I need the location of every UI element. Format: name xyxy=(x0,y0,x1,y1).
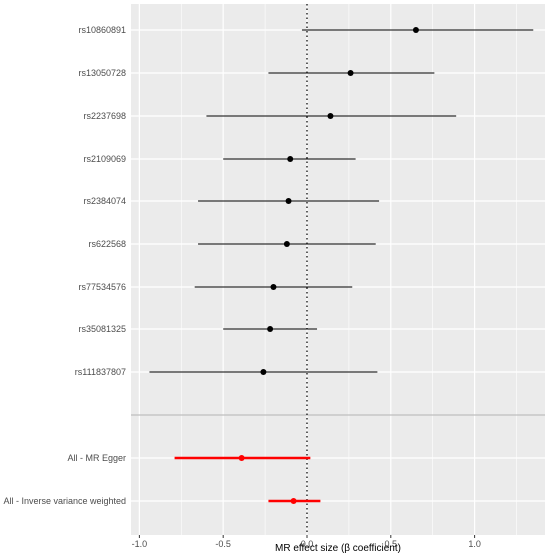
row-label: All - Inverse variance weighted xyxy=(3,496,126,506)
point-estimate xyxy=(270,284,277,290)
row-labels: rs10860891 rs13050728 rs2237698 rs2109069 rs… xyxy=(3,25,126,506)
point-estimate xyxy=(327,113,334,119)
point-estimate xyxy=(260,369,267,375)
estimate-marks xyxy=(149,27,534,504)
plot-panel xyxy=(131,4,545,535)
row-label: rs2384074 xyxy=(83,196,126,206)
x-tick-label: -1.0 xyxy=(132,539,148,549)
row-label: rs10860891 xyxy=(78,25,126,35)
row-label: rs2109069 xyxy=(83,154,126,164)
point-estimate xyxy=(412,27,419,33)
row-label: rs35081325 xyxy=(78,324,126,334)
x-tick-label: 0.0 xyxy=(301,539,314,549)
x-axis: -1.0 -0.5 0.0 0.5 1.0 xyxy=(132,535,481,549)
point-estimate xyxy=(283,241,290,247)
row-label: rs13050728 xyxy=(78,68,126,78)
row-label: rs77534576 xyxy=(78,282,126,292)
row-label: rs111837807 xyxy=(75,367,126,377)
point-estimate xyxy=(238,455,245,461)
x-tick-label: 0.5 xyxy=(385,539,398,549)
row-label: rs2237698 xyxy=(83,111,126,121)
point-estimate xyxy=(285,198,292,204)
x-tick-label: 1.0 xyxy=(468,539,481,549)
point-estimate xyxy=(347,70,354,76)
point-estimate xyxy=(290,498,297,504)
row-label: rs622568 xyxy=(88,239,126,249)
x-tick-label: -0.5 xyxy=(215,539,231,549)
x-axis-title: MR effect size (β coefficient) xyxy=(275,543,401,554)
point-estimate xyxy=(267,326,274,332)
point-estimate xyxy=(287,156,294,162)
row-label: All - MR Egger xyxy=(67,453,126,463)
